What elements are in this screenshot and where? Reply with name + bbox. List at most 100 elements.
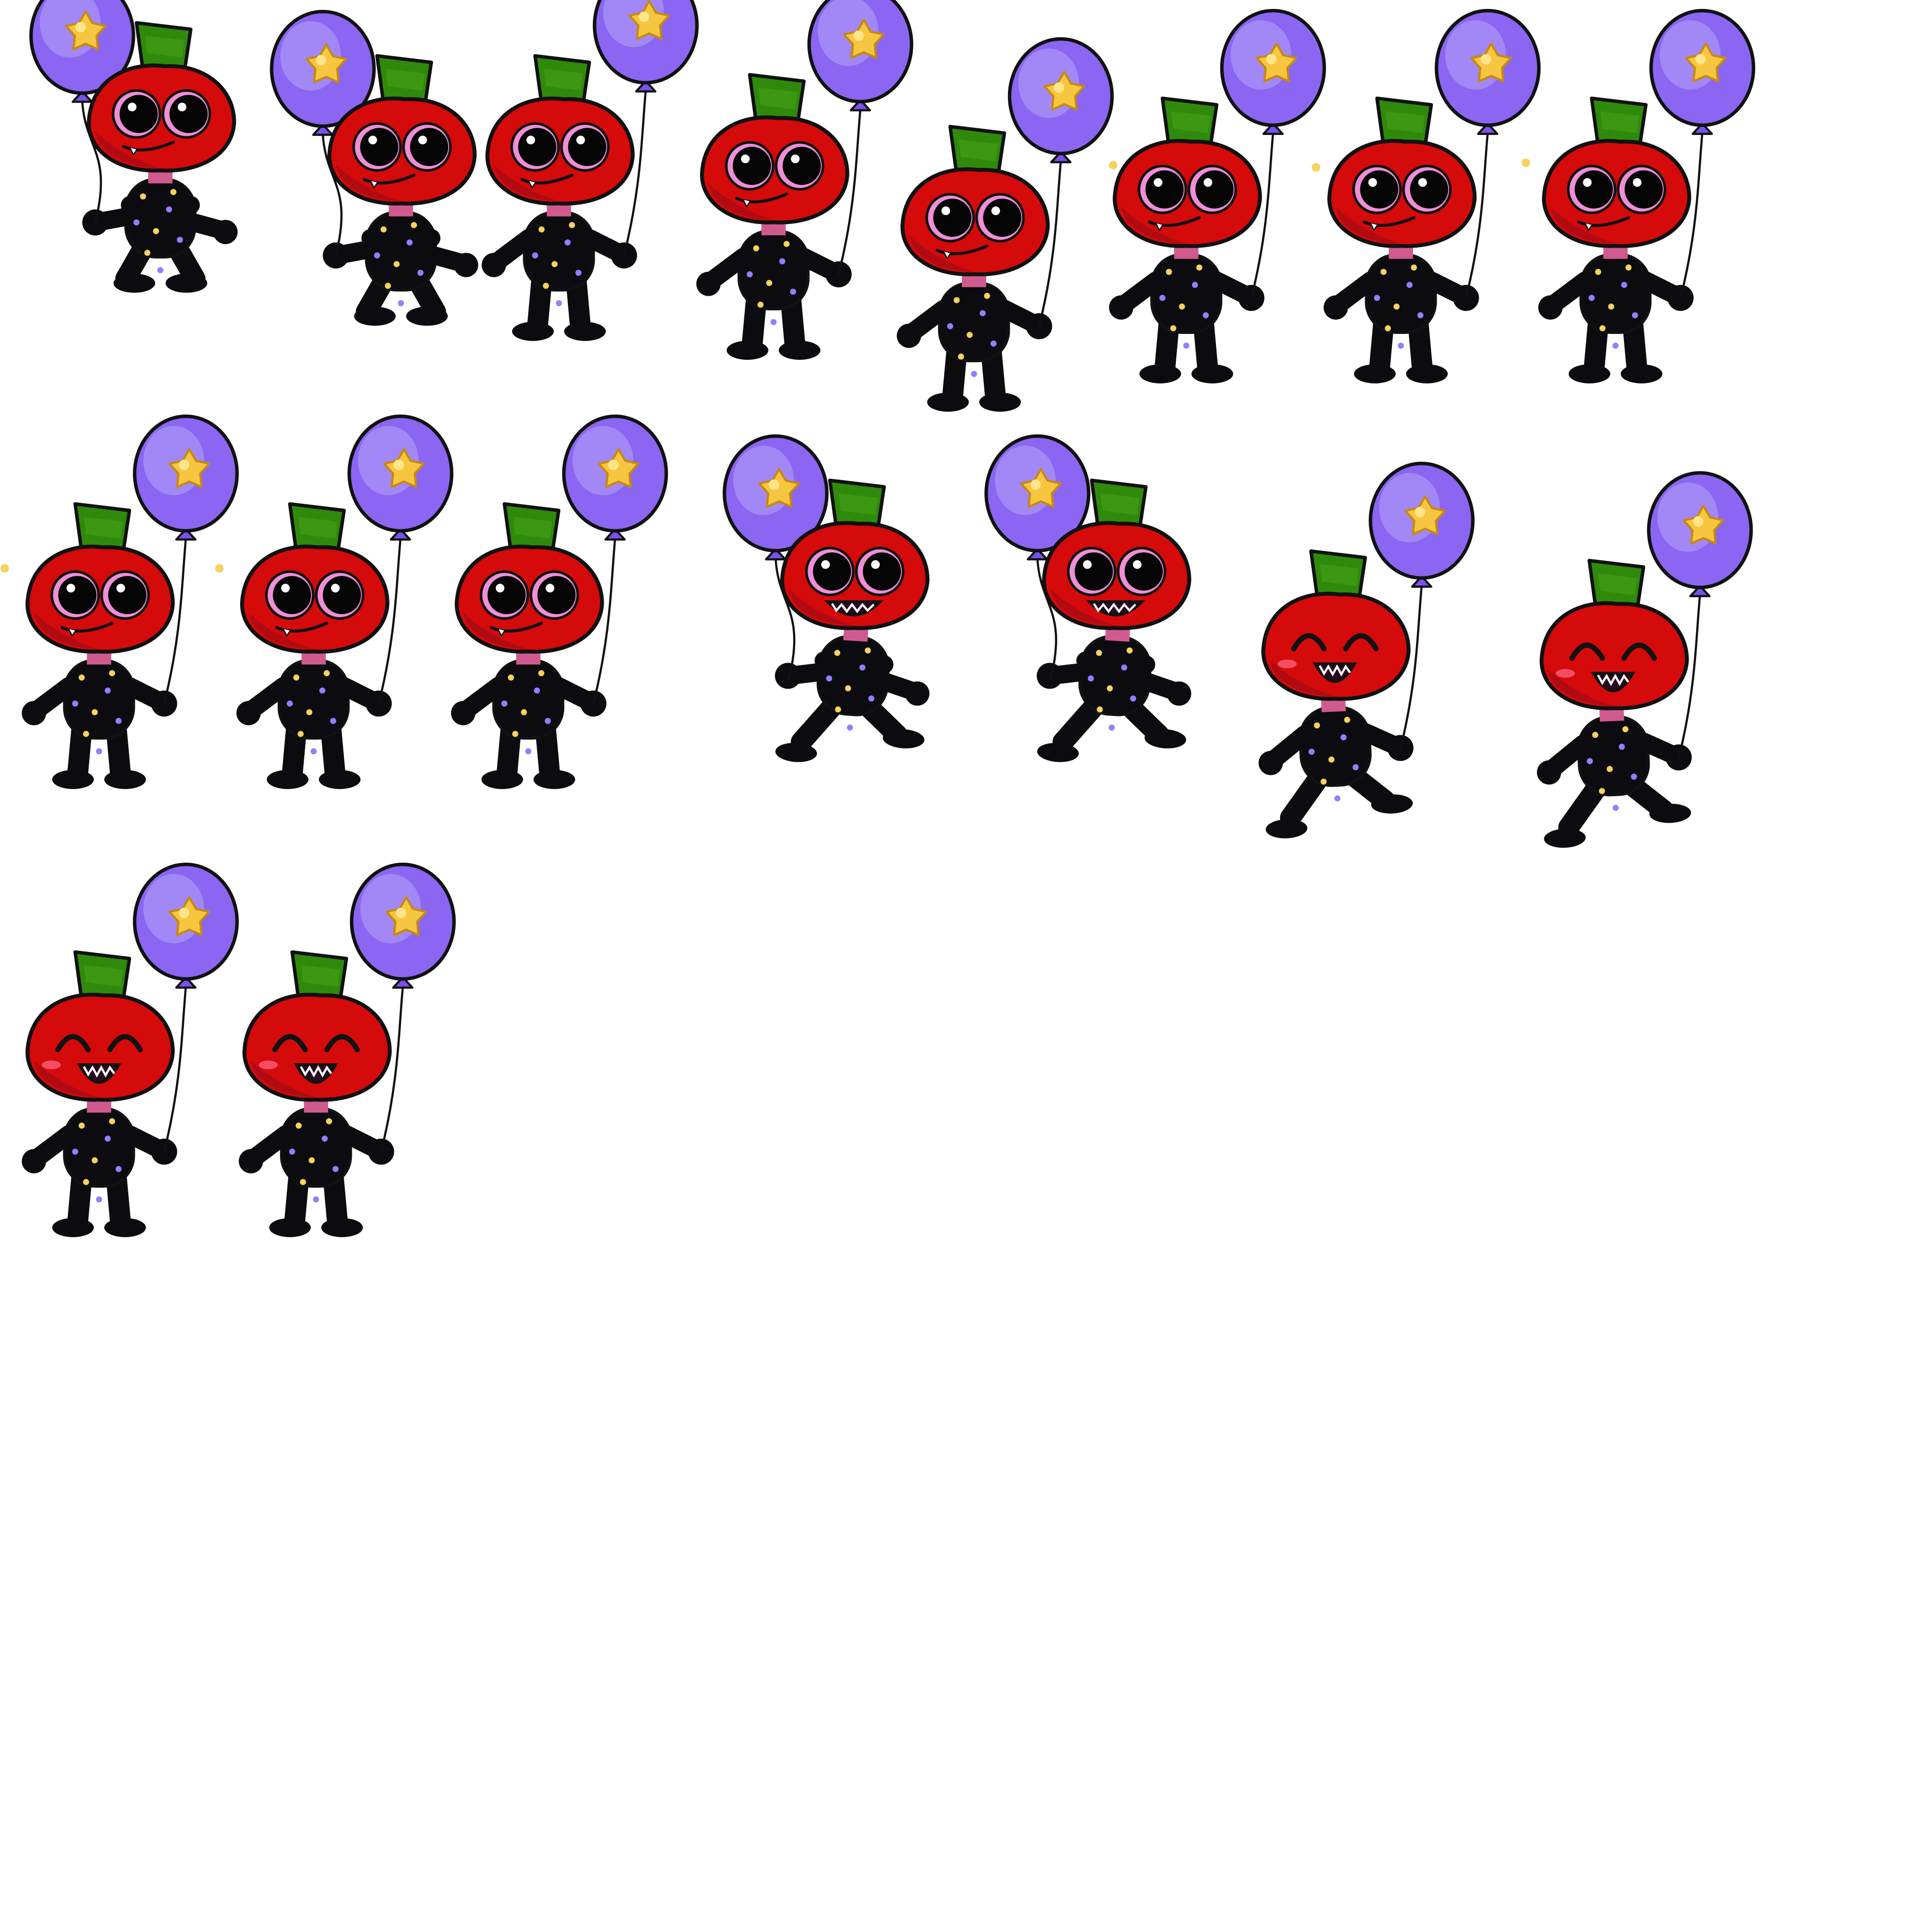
body-sparkle — [971, 371, 977, 377]
torso — [492, 658, 565, 740]
torso — [63, 658, 135, 740]
fang — [1584, 223, 1593, 232]
balloon — [1434, 8, 1541, 299]
body-sparkle — [757, 301, 764, 308]
body-sparkle — [380, 226, 387, 233]
balloon — [1649, 8, 1756, 299]
character-body — [236, 645, 392, 789]
body-sparkle — [1202, 312, 1209, 318]
body-sparkle — [140, 193, 146, 200]
right-foot — [779, 341, 821, 360]
balloon — [723, 434, 829, 681]
eye-shine-left — [67, 583, 75, 593]
head-shade — [95, 131, 160, 168]
pupil-left — [813, 552, 851, 591]
sprite-frame-16 — [22, 862, 239, 1237]
body-sparkle — [321, 1135, 328, 1142]
leaf-hat-highlight — [1598, 574, 1637, 595]
balloon-string — [322, 133, 343, 256]
pupil-right — [169, 95, 208, 133]
free-hand — [236, 701, 261, 725]
fang — [943, 251, 951, 260]
body-sparkle — [1632, 312, 1638, 318]
head-shade — [251, 1060, 316, 1098]
tomato-head — [1542, 139, 1691, 248]
right-leg — [323, 1167, 349, 1236]
balloon-knot — [312, 123, 333, 136]
head-shade — [1548, 669, 1613, 706]
right-foot — [979, 392, 1021, 412]
eye-shine-left — [1083, 560, 1092, 569]
body-sparkle — [83, 731, 89, 737]
body-sparkle — [1621, 282, 1627, 288]
balloon-string — [1038, 161, 1062, 327]
closed-eye-right — [1621, 642, 1657, 661]
head-shade — [789, 589, 854, 626]
star-icon — [1682, 505, 1724, 545]
body-sparkle — [1622, 726, 1629, 733]
head-shade — [1050, 589, 1116, 626]
star-icon — [1685, 42, 1727, 83]
eye-shine-right — [545, 583, 555, 593]
body-sparkle — [525, 748, 532, 755]
eye-shine-right — [791, 154, 800, 164]
sprite-frame-9 — [22, 414, 239, 789]
body-sparkle — [1107, 685, 1113, 691]
star-shine — [179, 908, 190, 918]
body-sparkle — [300, 1179, 306, 1185]
star-shine — [608, 459, 619, 470]
star-icon — [168, 896, 210, 936]
sprite-frame-1 — [29, 0, 238, 293]
closed-eye-left — [272, 1034, 308, 1052]
character-head — [25, 502, 175, 654]
pupil-left — [1074, 552, 1113, 591]
character-head — [87, 21, 236, 173]
left-leg — [526, 271, 552, 340]
tomato-head — [87, 63, 236, 173]
balloon-knot — [1477, 122, 1499, 135]
left-foot — [1037, 742, 1079, 762]
star-shine — [1266, 54, 1277, 65]
character-body — [1036, 620, 1191, 762]
eye-shine-right — [177, 102, 187, 112]
body-sparkle — [790, 288, 796, 295]
balloon-knot — [604, 528, 626, 541]
left-foot — [113, 274, 155, 293]
right-leg — [106, 1167, 132, 1236]
body-sparkle — [1384, 325, 1391, 332]
body-sparkle — [306, 709, 313, 716]
right-foot — [883, 729, 924, 749]
smile-mouth — [275, 622, 328, 633]
free-hand — [239, 1149, 263, 1174]
leaf-hat-highlight — [298, 517, 338, 539]
right-foot — [533, 770, 575, 789]
balloon-knot — [1050, 150, 1072, 164]
body-sparkle — [1608, 303, 1615, 310]
pupil-left — [1145, 170, 1184, 209]
left-leg — [1558, 776, 1608, 838]
body-sparkle — [533, 687, 540, 694]
torso — [1299, 706, 1372, 787]
smile-mouth — [1362, 216, 1416, 227]
left-foot — [52, 770, 94, 789]
tomato-head — [485, 96, 635, 206]
balloon-knot — [175, 976, 197, 989]
character-body — [1258, 691, 1414, 839]
blush-left — [42, 1060, 61, 1069]
balloon-knot — [765, 548, 786, 561]
body-sparkle — [78, 1122, 85, 1129]
tomato-head — [1540, 601, 1689, 710]
body-sparkle — [783, 241, 790, 247]
eye-shine-left — [821, 560, 830, 569]
blush-left — [1556, 669, 1575, 678]
body-sparkle — [538, 670, 545, 676]
eye-shine-right — [991, 206, 1000, 216]
sprite-frame-7 — [1324, 8, 1541, 383]
star-icon — [598, 448, 640, 488]
star-icon — [305, 43, 348, 83]
star-shine — [1415, 507, 1425, 517]
character-head — [242, 950, 392, 1102]
body-sparkle — [384, 283, 391, 289]
body-sparkle — [326, 1118, 333, 1124]
body-sparkle — [92, 1157, 98, 1164]
